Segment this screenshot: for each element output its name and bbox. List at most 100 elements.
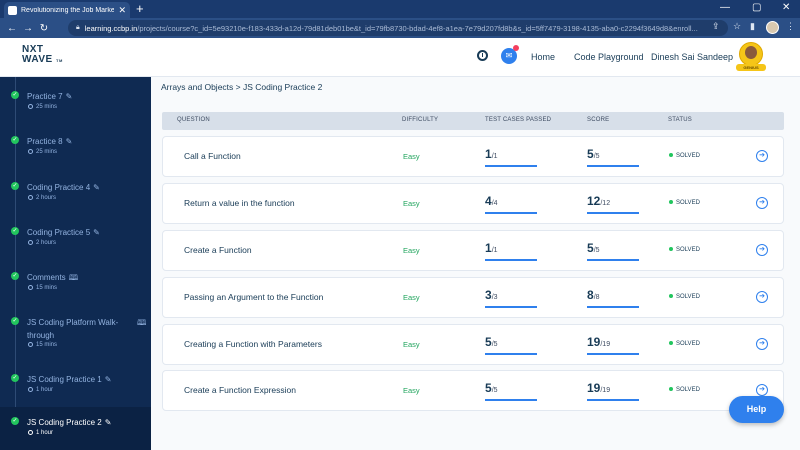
check-icon: ✓: [11, 317, 19, 325]
browser-tab[interactable]: Revolutionizing the Job Market | ✕: [4, 2, 130, 18]
status-badge: SOLVED: [669, 341, 700, 347]
address-bar[interactable]: 🔒︎ learning.ccbp.in /projects/course?c_i…: [68, 20, 728, 36]
maximize-button[interactable]: ▢: [752, 2, 762, 13]
question-title: Create a Function Expression: [184, 385, 296, 395]
column-test-cases: TEST CASES PASSED: [485, 117, 552, 123]
table-row[interactable]: Create a Function Easy 1/1 5/5 SOLVED ➔: [162, 230, 784, 271]
check-icon: ✓: [11, 91, 19, 99]
clock-icon: [28, 195, 33, 200]
nav-home[interactable]: Home: [531, 52, 556, 62]
close-window-button[interactable]: ✕: [782, 2, 791, 13]
sidebar-item-duration: 2 hours: [36, 195, 57, 202]
clock-icon: [28, 240, 33, 245]
forward-icon[interactable]: →: [23, 22, 33, 34]
book-icon: 🕮︎: [68, 273, 79, 282]
test-cases-passed: 1/1: [485, 239, 537, 261]
question-title: Return a value in the function: [184, 198, 295, 208]
profile-avatar[interactable]: [766, 21, 779, 34]
edit-icon: ✎: [65, 137, 73, 146]
sidebar-item-coding-practice-5[interactable]: ✓ Coding Practice 5 ✎ 2 hours: [0, 217, 151, 263]
status-badge: SOLVED: [669, 200, 700, 206]
edit-icon: ✎: [104, 418, 112, 427]
check-icon: ✓: [11, 272, 19, 280]
edit-icon: ✎: [104, 375, 112, 384]
logo-tm: TM: [56, 58, 63, 63]
arrow-right-circle-icon[interactable]: ➔: [756, 197, 768, 209]
status-badge: SOLVED: [669, 387, 700, 393]
sidebar-item-duration: 25 mins: [36, 104, 58, 111]
clock-icon: [28, 104, 33, 109]
score: 12/12: [587, 192, 639, 214]
sidebar-item-practice-8[interactable]: ✓ Practice 8 ✎ 25 mins: [0, 126, 151, 172]
avatar-face: [745, 46, 757, 59]
site-header: NXT WAVE TM: [0, 38, 800, 77]
column-difficulty: DIFFICULTY: [402, 117, 439, 123]
sidebar-item-label: JS Coding Platform Walk-through: [27, 318, 119, 340]
lock-icon[interactable]: 🔒︎: [76, 24, 80, 31]
arrow-right-circle-icon[interactable]: ➔: [756, 384, 768, 396]
user-name[interactable]: Dinesh Sai Sandeep: [651, 52, 734, 62]
question-title: Passing an Argument to the Function: [184, 292, 324, 302]
nxtwave-logo[interactable]: NXT WAVE TM: [22, 45, 63, 66]
column-score: SCORE: [587, 117, 610, 123]
table-header: QUESTION DIFFICULTY TEST CASES PASSED SC…: [162, 112, 784, 130]
share-icon[interactable]: ⇪: [712, 21, 720, 31]
difficulty-label: Easy: [403, 340, 420, 349]
course-sidebar: ✓ Practice 7 ✎ 25 mins ✓ Practice 8 ✎ 25 m…: [0, 77, 151, 450]
difficulty-label: Easy: [403, 199, 420, 208]
sidebar-item-js-coding-practice-1[interactable]: ✓ JS Coding Practice 1 ✎ 1 hour: [0, 364, 151, 410]
timer-icon[interactable]: [477, 50, 488, 61]
test-cases-passed: 5/5: [485, 333, 537, 355]
sidebar-item-label: JS Coding Practice 1: [27, 375, 102, 384]
nav-code-playground[interactable]: Code Playground: [574, 52, 644, 62]
arrow-right-circle-icon[interactable]: ➔: [756, 150, 768, 162]
breadcrumb[interactable]: Arrays and Objects > JS Coding Practice …: [161, 82, 323, 92]
arrow-right-circle-icon[interactable]: ➔: [756, 244, 768, 256]
sidebar-item-comments[interactable]: ✓ Comments 🕮︎ 15 mins: [0, 262, 151, 308]
logo-line2: WAVE: [22, 54, 53, 65]
book-icon: 🕮︎: [137, 318, 147, 327]
test-cases-passed: 3/3: [485, 286, 537, 308]
table-row[interactable]: Creating a Function with Parameters Easy…: [162, 324, 784, 365]
reload-icon[interactable]: ↻: [39, 22, 49, 34]
sidebar-item-duration: 2 hours: [36, 240, 57, 247]
minimize-button[interactable]: —: [720, 2, 730, 13]
status-badge: SOLVED: [669, 153, 700, 159]
clock-icon: [28, 149, 33, 154]
score: 8/8: [587, 286, 639, 308]
menu-icon[interactable]: ⋮: [786, 21, 795, 31]
score: 19/19: [587, 333, 639, 355]
sidebar-item-coding-practice-4[interactable]: ✓ Coding Practice 4 ✎ 2 hours: [0, 172, 151, 218]
table-row[interactable]: Passing an Argument to the Function Easy…: [162, 277, 784, 318]
site-favicon-icon: [8, 5, 17, 15]
check-icon: ✓: [11, 417, 19, 425]
clock-icon: [28, 285, 33, 290]
arrow-right-circle-icon[interactable]: ➔: [756, 338, 768, 350]
sidebar-item-js-coding-platform-walkthrough[interactable]: ✓ JS Coding Platform Walk-through 🕮︎ 15 …: [0, 307, 151, 359]
sidebar-item-js-coding-practice-2[interactable]: ✓ JS Coding Practice 2 ✎ 1 hour: [0, 407, 151, 450]
table-row[interactable]: Return a value in the function Easy 4/4 …: [162, 183, 784, 224]
check-icon: ✓: [11, 182, 19, 190]
sidebar-item-label: Coding Practice 4: [27, 183, 91, 192]
column-question: QUESTION: [177, 117, 210, 123]
arrow-right-circle-icon[interactable]: ➔: [756, 291, 768, 303]
difficulty-label: Easy: [403, 152, 420, 161]
user-avatar[interactable]: [739, 42, 763, 66]
table-row[interactable]: Create a Function Expression Easy 5/5 19…: [162, 370, 784, 411]
chat-icon[interactable]: ✉: [501, 48, 517, 64]
clock-icon: [28, 387, 33, 392]
question-title: Creating a Function with Parameters: [184, 339, 322, 349]
difficulty-label: Easy: [403, 246, 420, 255]
back-icon[interactable]: ←: [7, 22, 17, 34]
sidebar-item-duration: 1 hour: [36, 387, 54, 394]
close-tab-icon[interactable]: ✕: [118, 4, 126, 15]
sidepanel-icon[interactable]: ▮: [750, 21, 755, 31]
url-path: /projects/course?c_id=5e93210e-f183-433d…: [137, 23, 698, 33]
sidebar-item-label: Practice 7: [27, 92, 63, 101]
table-row[interactable]: Call a Function Easy 1/1 5/5 SOLVED ➔: [162, 136, 784, 177]
difficulty-label: Easy: [403, 386, 420, 395]
sidebar-item-practice-7[interactable]: ✓ Practice 7 ✎ 25 mins: [0, 81, 151, 127]
new-tab-button[interactable]: +: [136, 1, 144, 16]
help-button[interactable]: Help: [729, 396, 784, 423]
star-icon[interactable]: ☆: [733, 21, 742, 31]
